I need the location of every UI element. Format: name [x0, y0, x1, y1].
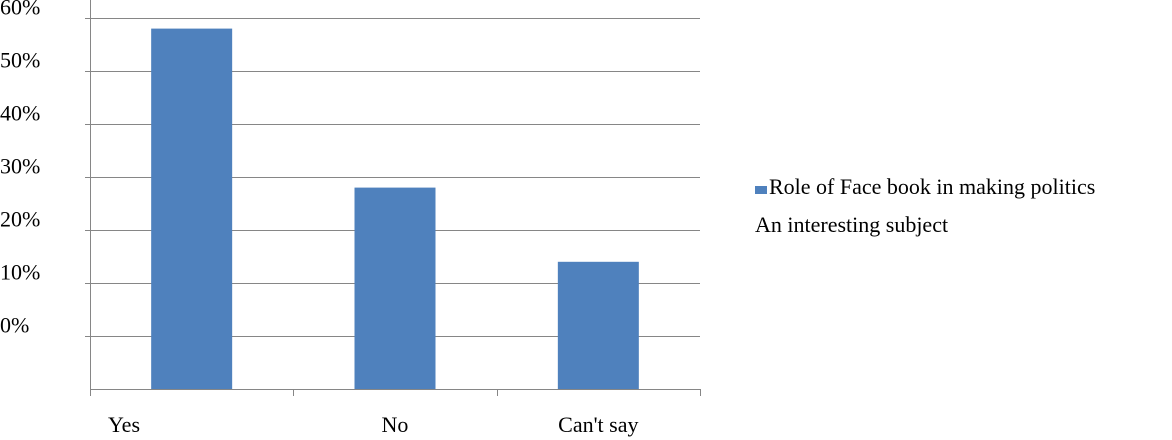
legend-series-label: Role of Face book in making politics — [769, 174, 1096, 199]
bar — [151, 28, 233, 389]
legend-note: An interesting subject — [755, 212, 949, 237]
legend-item: Role of Face book in making politics — [755, 176, 1095, 198]
y-tick-label: 60% — [0, 0, 40, 20]
y-tick-label: 50% — [0, 48, 40, 73]
legend-swatch — [755, 186, 767, 194]
y-tick-label: 0% — [0, 313, 29, 338]
x-tick-label: Yes — [108, 412, 140, 437]
legend: Role of Face book in making politics An … — [755, 176, 1095, 236]
y-tick-label: 20% — [0, 207, 40, 232]
x-tick-label: No — [382, 412, 409, 437]
y-tick-label: 40% — [0, 101, 40, 126]
bar — [354, 187, 436, 389]
bar — [557, 261, 639, 389]
y-tick-label: 30% — [0, 154, 40, 179]
y-tick-label: 10% — [0, 260, 40, 285]
x-tick-label: Can't say — [558, 412, 638, 437]
